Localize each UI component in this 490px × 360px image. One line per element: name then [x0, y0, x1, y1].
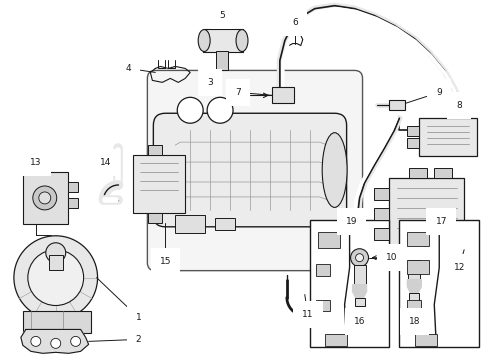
Bar — [310, 220, 390, 347]
Bar — [216, 50, 228, 71]
Text: 15: 15 — [160, 257, 171, 266]
Text: 3: 3 — [207, 78, 213, 87]
Bar — [215, 218, 235, 230]
Bar — [374, 208, 390, 220]
Text: 10: 10 — [386, 253, 397, 262]
Circle shape — [350, 249, 368, 267]
Bar — [354, 265, 366, 285]
Bar — [409, 293, 419, 301]
Bar — [203, 28, 243, 53]
Ellipse shape — [322, 133, 347, 207]
Bar — [49, 255, 63, 270]
Polygon shape — [21, 329, 89, 353]
Text: 12: 12 — [453, 263, 465, 272]
Bar — [407, 260, 429, 274]
Circle shape — [14, 236, 98, 319]
FancyBboxPatch shape — [147, 71, 363, 271]
Text: 19: 19 — [346, 217, 357, 226]
Bar — [68, 182, 77, 192]
Ellipse shape — [198, 30, 210, 51]
Text: 18: 18 — [409, 317, 420, 326]
Bar — [407, 126, 419, 136]
Circle shape — [71, 336, 81, 346]
Bar — [408, 260, 420, 280]
Text: 16: 16 — [354, 317, 366, 326]
Polygon shape — [407, 280, 421, 293]
Bar — [409, 168, 427, 178]
Circle shape — [31, 336, 41, 346]
Bar — [272, 87, 294, 103]
Circle shape — [46, 243, 66, 263]
Circle shape — [356, 254, 364, 262]
Bar — [29, 162, 41, 172]
Circle shape — [28, 250, 84, 306]
Bar — [407, 232, 429, 246]
Text: 9: 9 — [437, 88, 442, 97]
Text: 14: 14 — [100, 158, 111, 167]
Bar — [316, 300, 330, 311]
Text: 13: 13 — [30, 158, 42, 167]
FancyBboxPatch shape — [153, 113, 346, 227]
Bar — [316, 264, 330, 276]
Text: 1: 1 — [136, 313, 141, 322]
Bar — [355, 298, 365, 306]
Bar — [407, 300, 421, 311]
Circle shape — [207, 97, 233, 123]
Bar — [23, 172, 68, 224]
Bar — [449, 108, 463, 118]
Bar — [390, 100, 405, 110]
Bar — [419, 118, 477, 156]
Bar — [374, 228, 390, 240]
Circle shape — [51, 338, 61, 348]
Bar — [374, 188, 390, 200]
Text: 17: 17 — [436, 217, 447, 226]
Text: 6: 6 — [292, 18, 298, 27]
Text: 2: 2 — [136, 335, 141, 344]
Circle shape — [177, 97, 203, 123]
Bar — [399, 220, 479, 347]
Polygon shape — [353, 285, 367, 298]
Text: 4: 4 — [125, 64, 131, 73]
Bar — [416, 334, 437, 346]
Circle shape — [33, 186, 57, 210]
Ellipse shape — [236, 30, 248, 51]
Bar — [325, 334, 346, 346]
Text: 7: 7 — [235, 88, 241, 97]
Bar — [434, 168, 452, 178]
Bar — [175, 215, 205, 233]
Bar — [390, 178, 464, 250]
Bar — [23, 311, 91, 333]
Bar — [407, 138, 419, 148]
Text: 8: 8 — [456, 101, 462, 110]
Text: 5: 5 — [219, 11, 225, 20]
Bar — [133, 155, 185, 213]
Text: 11: 11 — [302, 310, 314, 319]
Bar — [318, 232, 340, 248]
Bar — [148, 213, 162, 223]
Bar — [68, 198, 77, 208]
Circle shape — [39, 192, 51, 204]
Bar — [148, 145, 162, 155]
